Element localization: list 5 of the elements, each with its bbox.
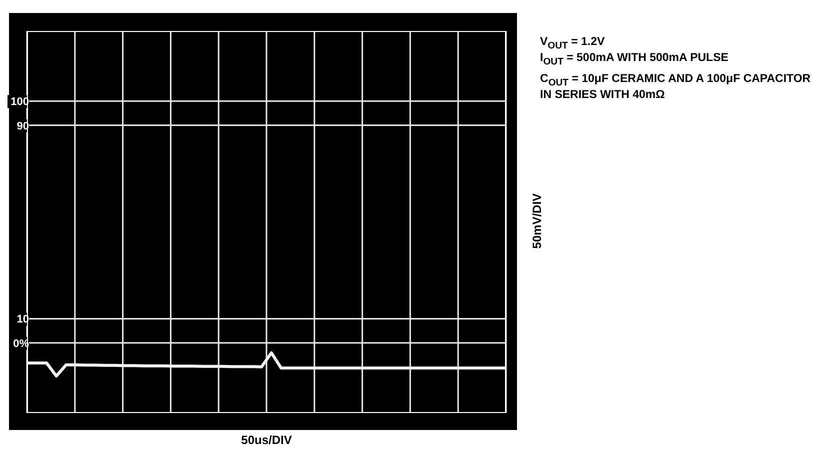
y-axis-title: 50mV/DIV xyxy=(530,192,544,251)
text: I$_{OUT}$ = 500mA WITH 500mA PULSE xyxy=(540,52,730,69)
x-axis-title: 50us/DIV xyxy=(240,433,293,447)
text: C$_{OUT}$ = 10μF CERAMIC AND A 100μF CAPACITOR IN SERIES WITH 40mΩ xyxy=(540,72,812,102)
text: V$_{OUT}$ = 1.2V xyxy=(540,36,606,52)
